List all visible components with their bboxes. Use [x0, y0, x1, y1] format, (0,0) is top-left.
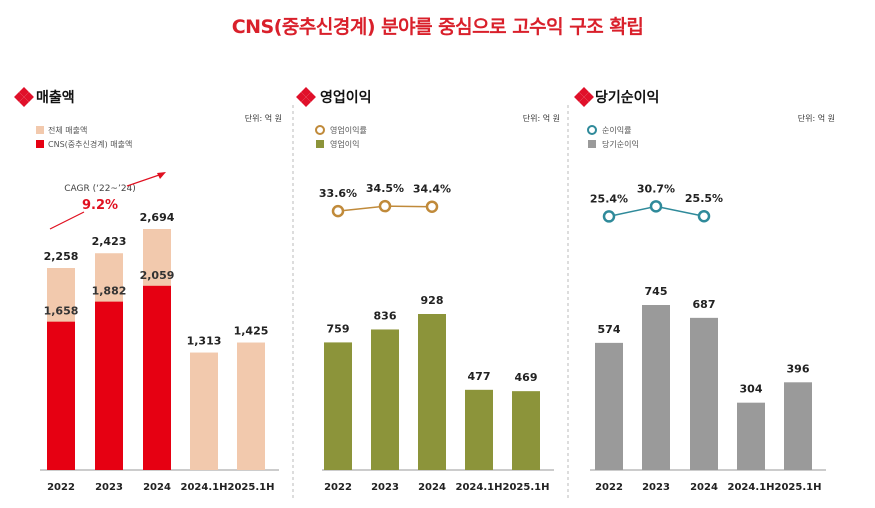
- data-label-inner: 2,059: [140, 269, 175, 282]
- bar-value: [371, 329, 399, 470]
- data-label: 1,425: [234, 325, 269, 338]
- data-label: 836: [374, 309, 397, 322]
- data-label: 687: [693, 298, 716, 311]
- bar-value: [465, 389, 493, 470]
- data-label: 928: [421, 294, 444, 307]
- data-label: 469: [515, 371, 538, 384]
- x-tick-label: 2024.1H: [181, 482, 228, 493]
- data-label-inner: 1,882: [92, 285, 127, 298]
- margin-point: [697, 209, 711, 223]
- data-label: 574: [598, 323, 621, 336]
- x-tick-label: 2025.1H: [775, 482, 822, 493]
- arrow-head-icon: [157, 172, 166, 179]
- bar-value: [737, 402, 765, 470]
- cagr-value: 9.2%: [82, 198, 118, 213]
- bar-value: [595, 342, 623, 470]
- data-label: 477: [468, 370, 491, 383]
- margin-point: [378, 199, 392, 213]
- unit-label: 단위: 억 원: [245, 113, 282, 123]
- margin-point: [331, 204, 345, 218]
- margin-label: 33.6%: [319, 187, 357, 200]
- data-label: 745: [645, 285, 668, 298]
- cagr-arrow-line: [126, 173, 163, 187]
- bar-cns-sales: [47, 321, 75, 470]
- data-label: 2,423: [92, 235, 127, 248]
- x-tick-label: 2024: [418, 482, 446, 493]
- diamond-logo-icon: [14, 87, 34, 107]
- x-tick-label: 2022: [595, 482, 623, 493]
- x-tick-label: 2024.1H: [456, 482, 503, 493]
- panel-title: 매출액: [36, 89, 75, 106]
- x-tick-label: 2022: [47, 482, 75, 493]
- x-tick-label: 2023: [371, 482, 399, 493]
- legend-label: 영업이익: [330, 139, 359, 149]
- bar-cns-sales: [143, 285, 171, 470]
- margin-label: 34.4%: [413, 183, 451, 196]
- bar-total-sales: [190, 352, 218, 470]
- page-title: CNS(중추신경계) 분야를 중심으로 고수익 구조 확립: [231, 16, 644, 38]
- margin-point: [602, 210, 616, 223]
- data-label: 759: [327, 322, 350, 335]
- unit-label: 단위: 억 원: [523, 113, 560, 123]
- legend-label: 영업이익률: [330, 125, 367, 135]
- legend-label: 순이익률: [602, 125, 631, 135]
- bar-value: [642, 305, 670, 470]
- margin-point: [425, 200, 439, 213]
- margin-point: [649, 200, 663, 213]
- legend-swatch-bar: [316, 140, 324, 148]
- bar-value: [784, 382, 812, 470]
- margin-label: 25.4%: [590, 192, 628, 205]
- panel-title: 영업이익: [320, 89, 372, 106]
- legend-label: CNS(중추신경계) 매출액: [48, 139, 132, 149]
- x-tick-label: 2023: [95, 482, 123, 493]
- margin-label: 30.7%: [637, 182, 675, 195]
- x-tick-label: 2024: [143, 482, 171, 493]
- unit-label: 단위: 억 원: [798, 113, 835, 123]
- data-label: 2,694: [140, 211, 175, 224]
- bar-value: [324, 342, 352, 470]
- legend-marker-circle: [315, 125, 325, 135]
- data-label: 396: [787, 362, 810, 375]
- cagr-label: CAGR (‘22~’24): [64, 184, 136, 194]
- bar-cns-sales: [95, 301, 123, 470]
- bar-value: [690, 317, 718, 470]
- data-label-inner: 1,658: [44, 305, 79, 318]
- x-tick-label: 2024: [690, 482, 718, 493]
- bar-value: [512, 391, 540, 470]
- margin-label: 34.5%: [366, 182, 404, 195]
- legend-swatch-cns: [36, 140, 44, 148]
- legend-marker-circle: [587, 125, 597, 135]
- margin-label: 25.5%: [685, 192, 723, 205]
- cagr-arrow-line: [49, 211, 85, 230]
- data-label: 304: [740, 383, 763, 396]
- data-label: 2,258: [44, 250, 79, 263]
- diamond-logo-icon: [296, 87, 316, 107]
- legend-label: 당기순이익: [602, 139, 639, 149]
- x-tick-label: 2025.1H: [228, 482, 275, 493]
- legend-swatch-total: [36, 126, 44, 134]
- diamond-logo-icon: [574, 87, 594, 107]
- legend-label: 전체 매출액: [48, 125, 87, 135]
- x-tick-label: 2023: [642, 482, 670, 493]
- x-tick-label: 2024.1H: [728, 482, 775, 493]
- bar-total-sales: [237, 342, 265, 470]
- data-label: 1,313: [187, 335, 222, 348]
- legend-swatch-bar: [588, 140, 596, 148]
- x-tick-label: 2025.1H: [503, 482, 550, 493]
- bar-value: [418, 314, 446, 470]
- x-tick-label: 2022: [324, 482, 352, 493]
- panel-title: 당기순이익: [595, 89, 659, 106]
